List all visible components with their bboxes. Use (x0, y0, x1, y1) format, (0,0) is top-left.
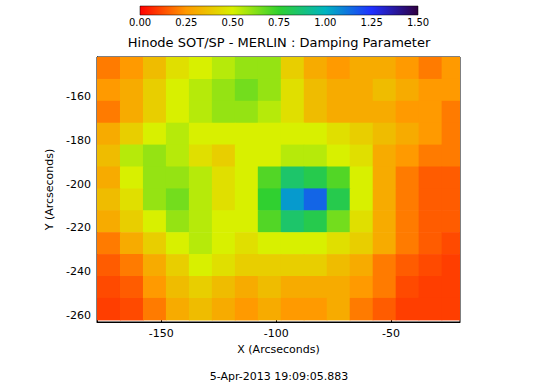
svg-text:-150: -150 (149, 327, 174, 340)
svg-text:1.50: 1.50 (407, 17, 429, 28)
svg-text:0.50: 0.50 (222, 17, 244, 28)
svg-text:X (Arcseconds): X (Arcseconds) (237, 343, 319, 356)
svg-text:0.75: 0.75 (268, 17, 290, 28)
svg-text:-200: -200 (66, 178, 91, 191)
svg-text:0.25: 0.25 (175, 17, 197, 28)
svg-text:1.25: 1.25 (361, 17, 383, 28)
svg-text:5-Apr-2013 19:09:05.883: 5-Apr-2013 19:09:05.883 (210, 370, 348, 383)
svg-text:-220: -220 (66, 221, 91, 234)
svg-text:-100: -100 (264, 327, 289, 340)
svg-text:1.00: 1.00 (314, 17, 336, 28)
svg-text:Y (Arcseconds): Y (Arcseconds) (43, 149, 56, 232)
svg-text:-240: -240 (66, 265, 91, 278)
svg-text:-180: -180 (66, 134, 91, 147)
svg-text:0.00: 0.00 (129, 17, 151, 28)
svg-text:Hinode SOT/SP - MERLIN : Dampi: Hinode SOT/SP - MERLIN : Damping Paramet… (128, 35, 431, 50)
svg-text:-160: -160 (66, 90, 91, 103)
svg-text:-50: -50 (382, 327, 400, 340)
svg-text:-260: -260 (66, 309, 91, 322)
